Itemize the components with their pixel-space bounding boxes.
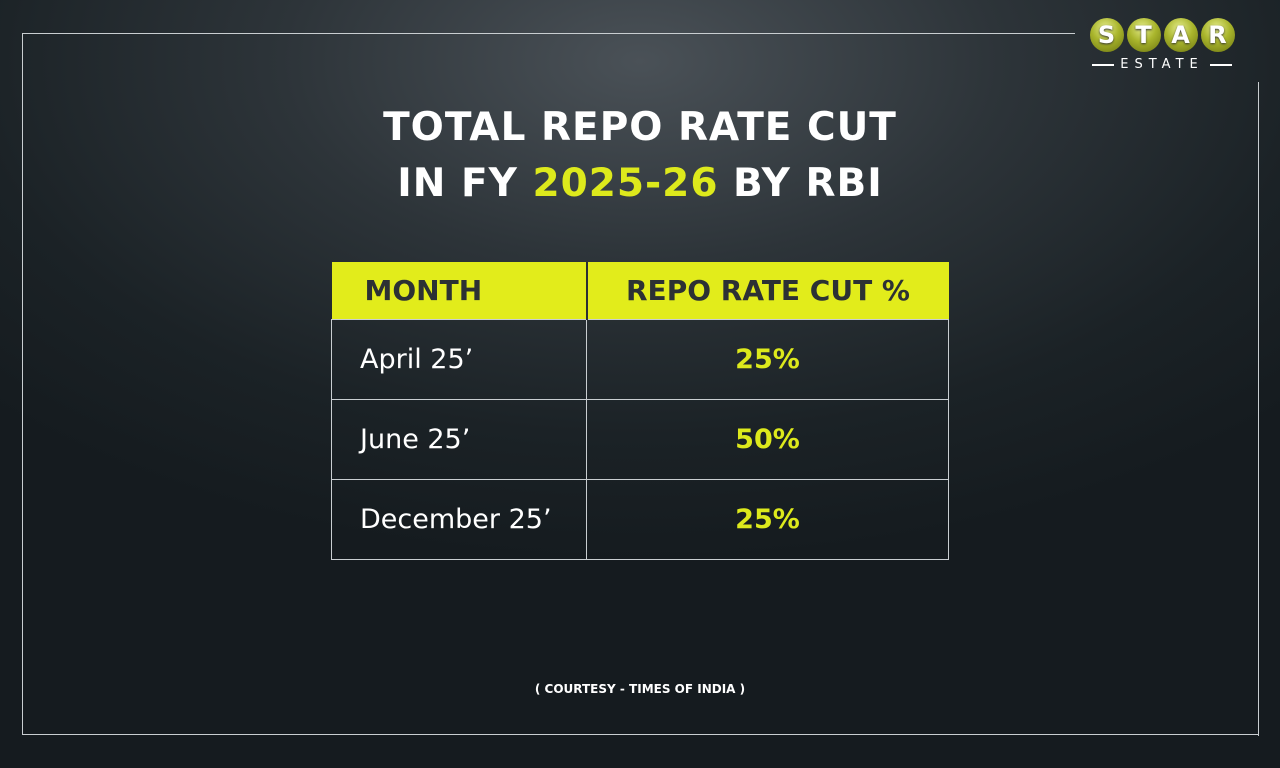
month-cell: June 25’ [331,399,587,480]
logo-subtitle: ESTATE [1120,57,1204,72]
column-header-month: MONTH [331,262,588,320]
month-cell: April 25’ [331,319,587,400]
table-row: June 25’ 50% [331,399,949,480]
title-line-2: IN FY 2025-26 BY RBI [0,156,1280,212]
cut-cell: 25% [586,319,949,400]
table-header: MONTH REPO RATE CUT % [331,262,949,320]
cut-cell: 50% [586,399,949,480]
table-row: December 25’ 25% [331,479,949,560]
logo-letter: A [1163,18,1198,52]
logo-letter: R [1200,18,1235,52]
month-cell: December 25’ [331,479,587,560]
logo-letter: S [1089,18,1124,52]
repo-rate-table: MONTH REPO RATE CUT % April 25’ 25% June … [331,262,949,560]
title-line-1: TOTAL REPO RATE CUT [383,105,897,150]
table-row: April 25’ 25% [331,319,949,400]
cut-cell: 25% [586,479,949,560]
title-text: BY RBI [718,161,883,206]
column-header-cut: REPO RATE CUT % [586,262,949,320]
star-estate-logo: S T A R ESTATE [1086,18,1238,78]
courtesy-note: ( COURTESY - TIMES OF INDIA ) [534,682,746,696]
border-frame [22,33,1258,735]
border-frame-right [1258,82,1259,736]
page-title: TOTAL REPO RATE CUT IN FY 2025-26 BY RBI [0,100,1280,212]
title-text: IN FY [397,161,533,206]
border-frame-top [22,33,1075,34]
logo-letter: T [1126,18,1161,52]
title-highlight: 2025-26 [532,161,719,206]
